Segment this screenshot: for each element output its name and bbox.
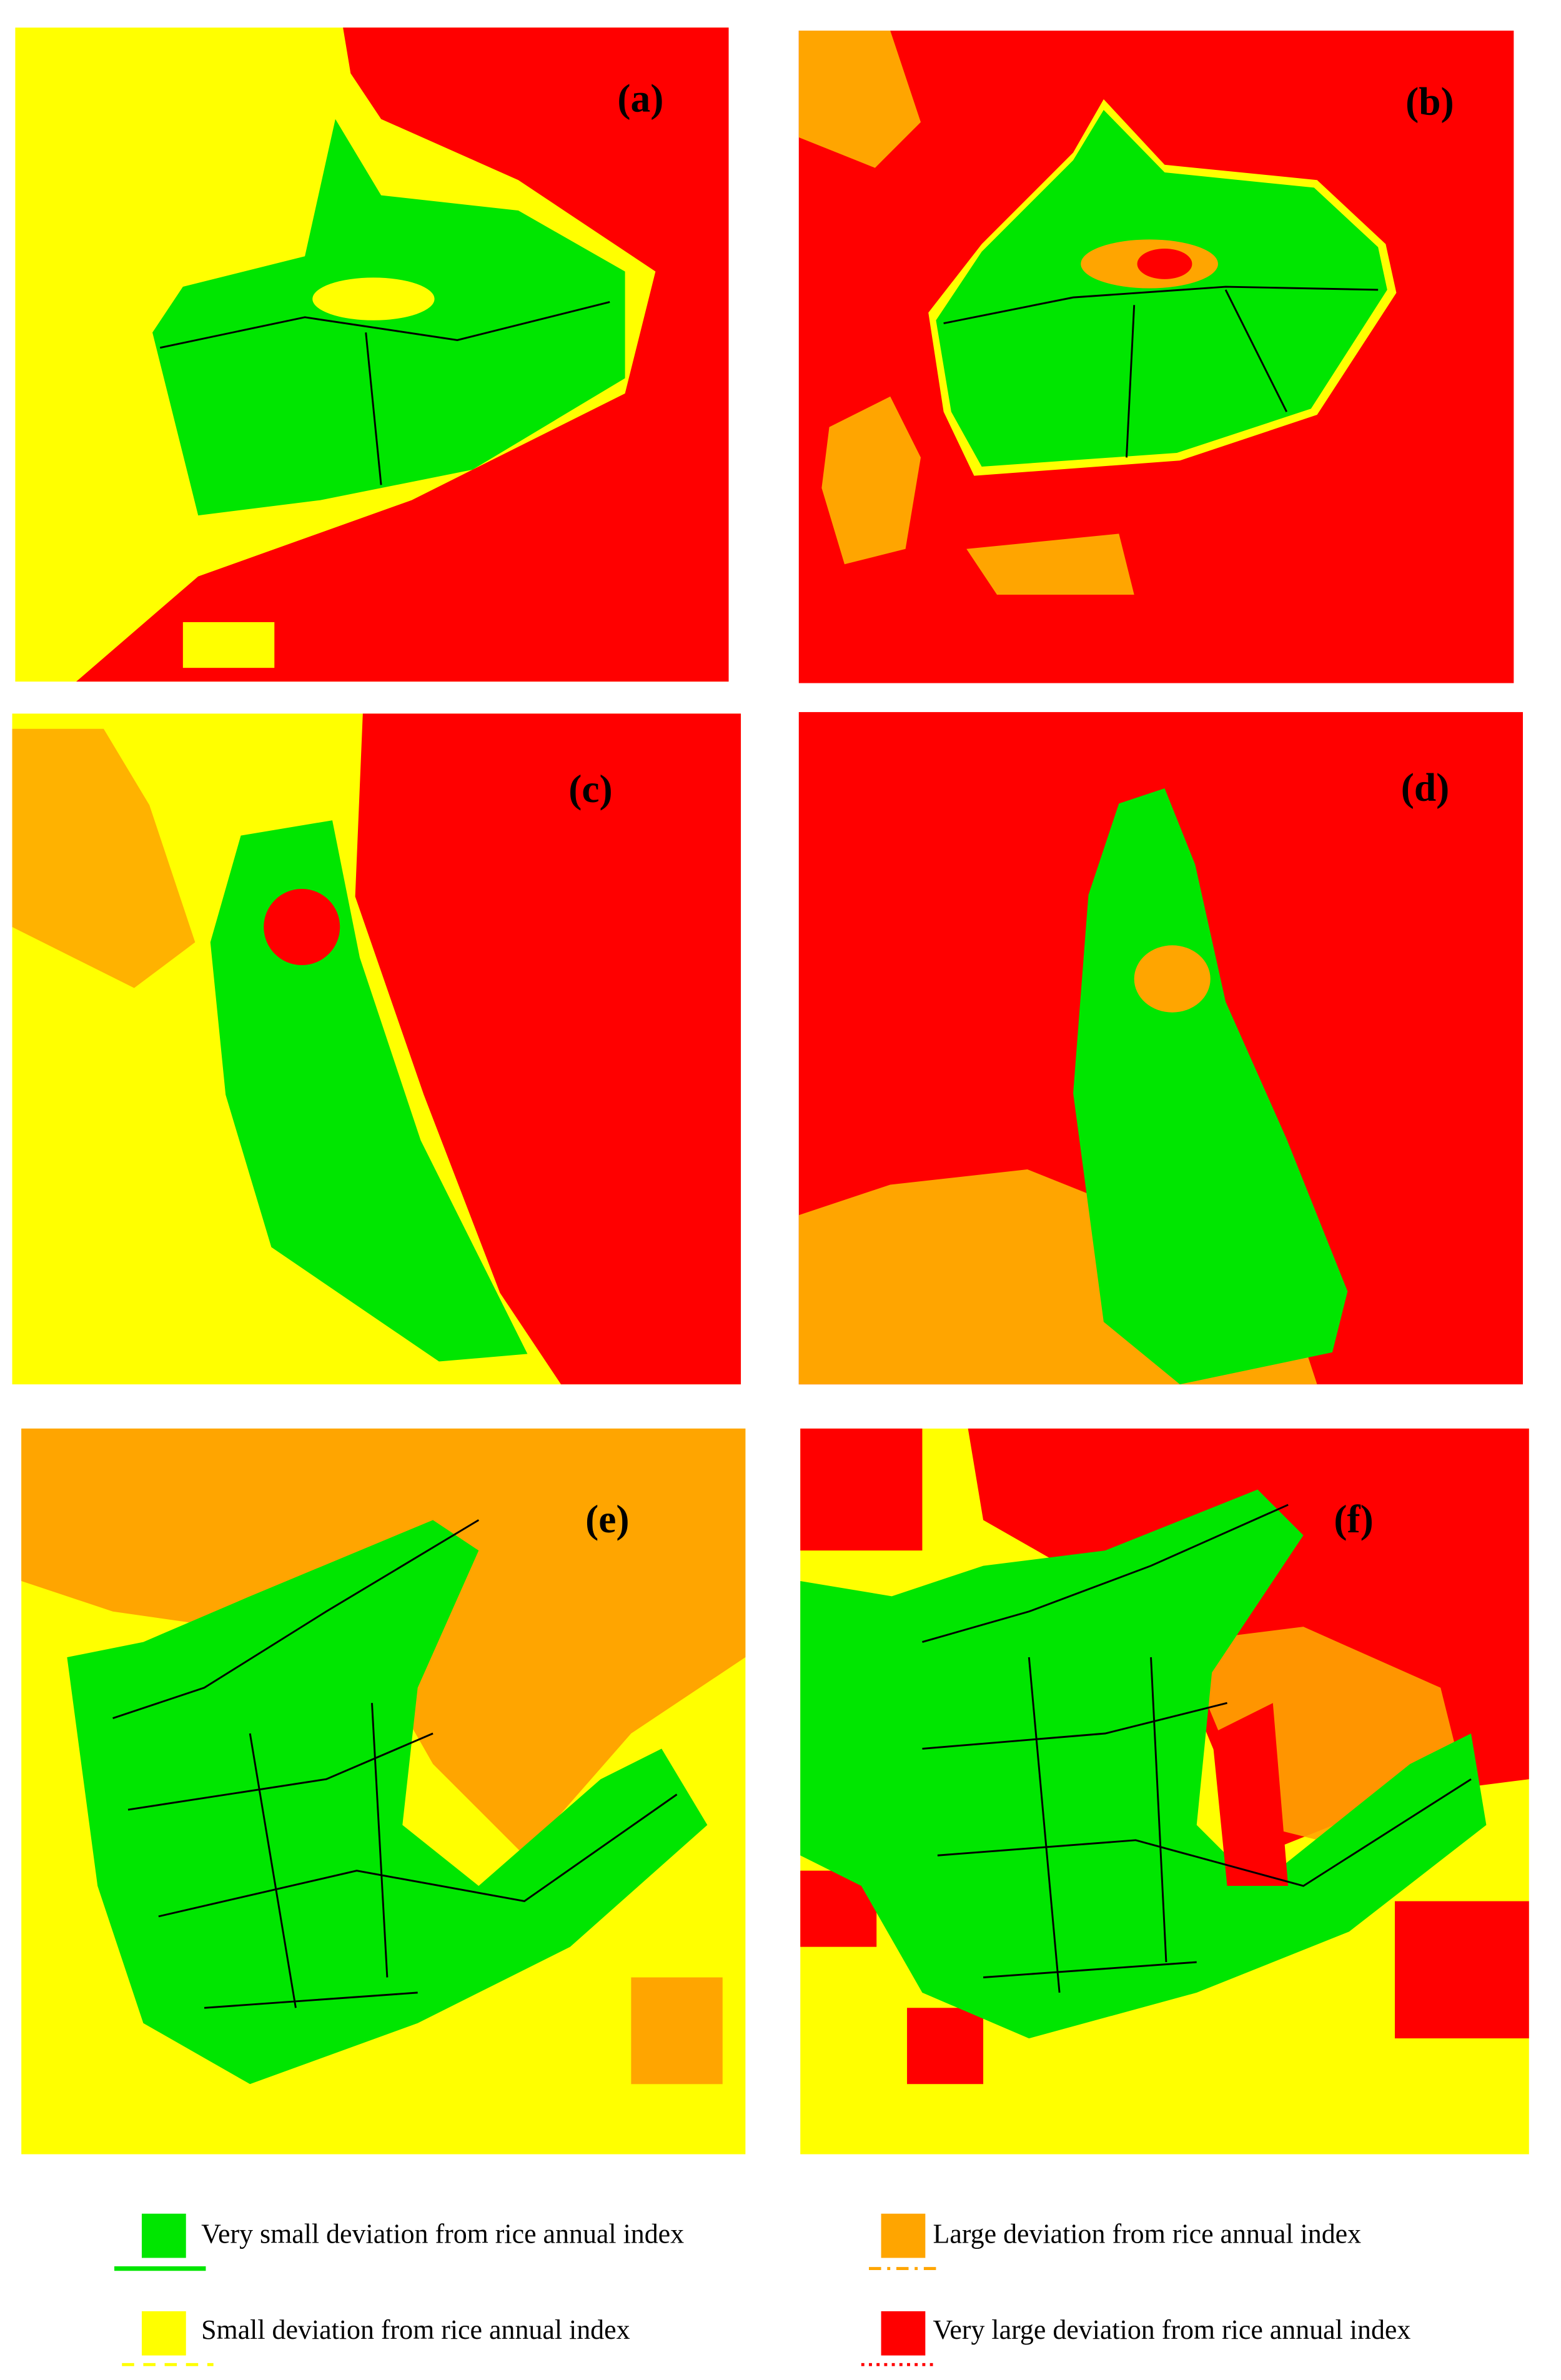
panel-label: (b) [1405, 79, 1454, 123]
map-region [1137, 249, 1192, 279]
legend: Very small deviation from rice annual in… [114, 2213, 1411, 2366]
map-region [800, 1428, 1529, 2085]
map-region [936, 109, 1387, 467]
legend-label: Very small deviation from rice annual in… [201, 2218, 684, 2249]
map-region [1212, 1703, 1289, 1887]
panel-label: (f) [1334, 1497, 1373, 1541]
map-region [798, 31, 921, 168]
map-panel: (a) [15, 27, 729, 682]
field-boundary [922, 1504, 1472, 1993]
map-panel: (d) [798, 712, 1523, 1385]
map-region [821, 396, 921, 565]
map-panel: (b) [798, 31, 1514, 683]
map-region [67, 1520, 708, 2085]
map-region [355, 713, 741, 1385]
legend-label: Large deviation from rice annual index [933, 2218, 1362, 2249]
map-panel: (c) [12, 713, 741, 1385]
map-region [264, 889, 340, 966]
map-region [312, 277, 435, 320]
map-region [76, 27, 729, 682]
field-boundary [112, 1519, 678, 2009]
panel-label: (d) [1401, 765, 1450, 809]
map-panel: (f) [800, 1428, 1529, 2154]
map-region [631, 1977, 723, 2085]
legend-swatch [881, 2213, 926, 2258]
field-boundary [943, 285, 1379, 458]
legend-swatch [881, 2311, 926, 2356]
map-region [1134, 945, 1211, 1013]
map-region [966, 533, 1134, 595]
map-region [1073, 788, 1348, 1385]
map-region [12, 728, 196, 988]
panel-label: (a) [617, 76, 663, 120]
map-region [182, 622, 275, 668]
map-panel: (e) [21, 1428, 746, 2154]
legend-label: Very large deviation from rice annual in… [933, 2314, 1411, 2345]
field-boundary [159, 301, 610, 485]
map-region [800, 1489, 1487, 2039]
legend-swatch [141, 2213, 186, 2258]
panel-label: (c) [568, 766, 612, 811]
legend-swatch [141, 2311, 186, 2356]
panel-label: (e) [585, 1497, 629, 1541]
legend-label: Small deviation from rice annual index [201, 2314, 630, 2345]
